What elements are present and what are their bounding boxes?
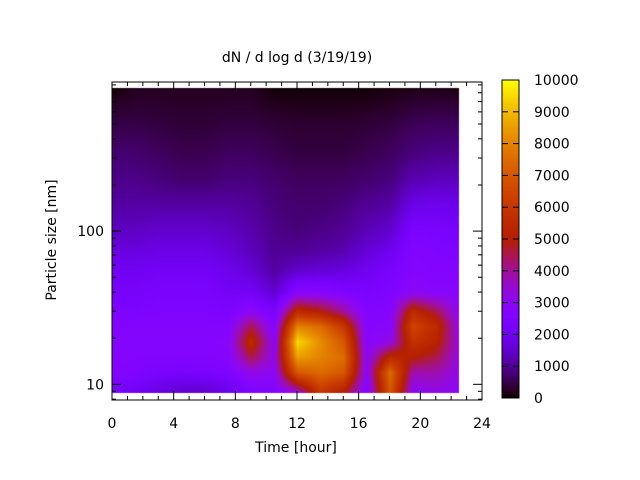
plot-frame (111, 81, 483, 401)
y-tick-label: 10 (86, 377, 104, 393)
chart-title: dN / d log d (3/19/19) (222, 50, 372, 66)
heatmap-image (112, 82, 482, 400)
colorbar-tick-label: 7000 (534, 168, 570, 184)
colorbar-tick-label: 1000 (534, 359, 570, 375)
colorbar-tick-label: 5000 (534, 232, 570, 248)
x-tick-label: 4 (169, 416, 178, 432)
colorbar-tick-label: 8000 (534, 137, 570, 153)
colorbar-tick-label: 2000 (534, 327, 570, 343)
y-tick-label: 100 (77, 224, 104, 240)
colorbar-tick-label: 3000 (534, 296, 570, 312)
x-tick-label: 16 (350, 416, 368, 432)
colorbar-tick-label: 0 (534, 391, 543, 407)
colorbar-tick-label: 10000 (534, 73, 579, 89)
colorbar-gradient (502, 80, 519, 398)
x-tick-label: 24 (473, 416, 491, 432)
x-tick-label: 12 (288, 416, 306, 432)
colorbar-tick-label: 6000 (534, 200, 570, 216)
x-axis-label: Time [hour] (254, 440, 337, 456)
colorbar-tick-label: 9000 (534, 105, 570, 121)
y-axis-label: Particle size [nm] (44, 179, 60, 300)
x-tick-label: 8 (231, 416, 240, 432)
x-tick-label: 20 (411, 416, 429, 432)
colorbar-tick-label: 4000 (534, 264, 570, 280)
x-tick-label: 0 (108, 416, 117, 432)
